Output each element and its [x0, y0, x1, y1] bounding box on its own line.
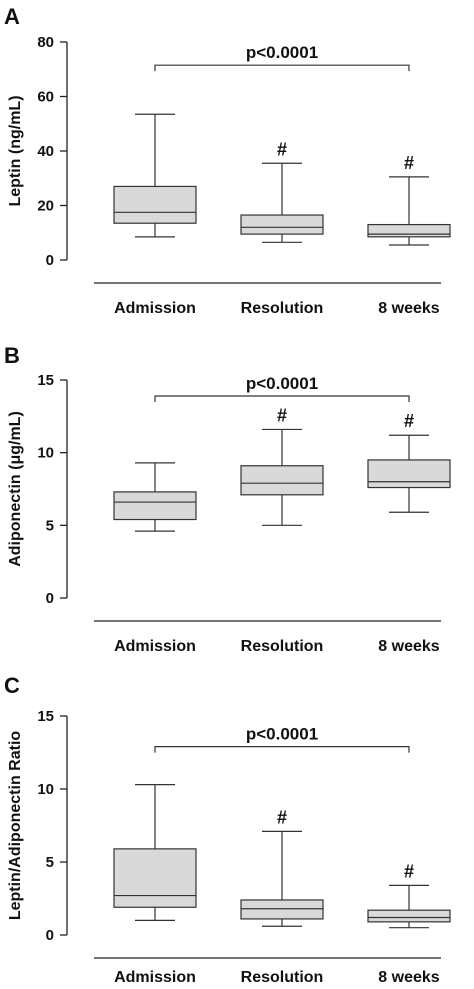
panel-c-category-label: Resolution — [241, 969, 324, 986]
panel-a-y-axis-title: Leptin (ng/mL) — [7, 95, 24, 206]
panel-b-category-label: Admission — [114, 638, 196, 655]
panel-a-category-label: Admission — [114, 300, 196, 317]
panel-a-y-tick-label: 40 — [37, 143, 54, 160]
panel-b-box — [367, 459, 451, 489]
panel-a-significance-marker: # — [404, 153, 414, 173]
panel-a-y-tick-label: 80 — [37, 34, 54, 51]
panel-b-y-tick-label: 0 — [46, 590, 54, 607]
panel-a-box — [367, 223, 451, 238]
panel-c-category-label: Admission — [114, 969, 196, 986]
panel-c-significance-marker: # — [404, 861, 414, 881]
panel-c-significance-bracket — [154, 746, 410, 753]
panel-c-y-tick-label: 10 — [37, 781, 54, 798]
panel-b-y-tick-label: 5 — [46, 517, 54, 534]
panel-a-significance-label: p<0.0001 — [246, 43, 318, 62]
panel-b-box — [113, 491, 197, 521]
panel-c-letter: C — [4, 673, 20, 698]
panel-b-y-axis-title: Adiponectin (μg/mL) — [7, 411, 24, 567]
panel-c-y-axis-title: Leptin/Adiponectin Ratio — [7, 731, 24, 921]
panel-b-box — [240, 465, 324, 496]
panel-b-category-label: 8 weeks — [378, 638, 439, 655]
panel-b-y-tick-label: 15 — [37, 372, 54, 389]
panel-a-letter: A — [4, 4, 20, 29]
panel-c-box — [367, 909, 451, 923]
panel-b-significance-marker: # — [404, 411, 414, 431]
panel-c-box — [113, 848, 197, 908]
panel-c-y-tick-label: 5 — [46, 854, 54, 871]
panel-c-category-label: 8 weeks — [378, 969, 439, 986]
panel-c-significance-label: p<0.0001 — [246, 725, 318, 744]
panel-a-box — [113, 185, 197, 224]
panel-a-significance-marker: # — [277, 139, 287, 159]
panel-a-box — [240, 214, 324, 235]
panel-a-y-tick-label: 60 — [37, 89, 54, 106]
panel-a-category-label: 8 weeks — [378, 300, 439, 317]
panel-b-y-tick-label: 10 — [37, 445, 54, 462]
panel-b-letter: B — [4, 343, 20, 368]
panel-a-y-tick-label: 20 — [37, 198, 54, 215]
panel-c-y-tick-label: 15 — [37, 708, 54, 725]
panel-b-significance-marker: # — [277, 405, 287, 425]
panel-c-significance-marker: # — [277, 807, 287, 827]
panel-c-y-tick-label: 0 — [46, 927, 54, 944]
panel-b-significance-label: p<0.0001 — [246, 374, 318, 393]
panel-a-y-tick-label: 0 — [46, 252, 54, 269]
panel-a-category-label: Resolution — [241, 300, 324, 317]
panel-b-category-label: Resolution — [241, 638, 324, 655]
panel-c-box — [240, 899, 324, 920]
panel-b-significance-bracket — [154, 395, 410, 402]
panel-a-significance-bracket — [154, 64, 410, 72]
